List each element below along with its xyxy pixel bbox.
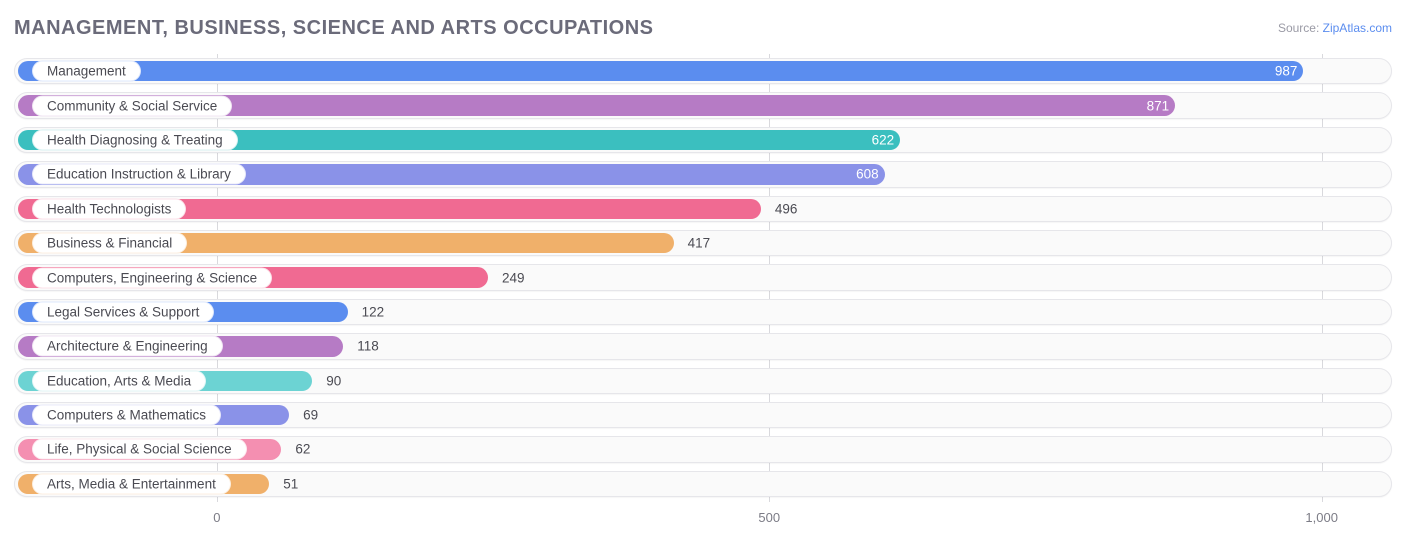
x-tick-label: 500 (758, 510, 780, 525)
bar-value: 51 (283, 476, 298, 491)
bar-label-badge: Education Instruction & Library (32, 164, 246, 185)
bar-row: Education Instruction & Library 608 (14, 157, 1392, 191)
bar-label-badge: Health Diagnosing & Treating (32, 129, 238, 150)
bars-region: Management 987 Community & Social Service 8… (14, 54, 1392, 502)
bar-value: 122 (362, 304, 385, 319)
plot-area: Management 987 Community & Social Service 8… (14, 54, 1392, 532)
bar-row: Computers, Engineering & Science 249 (14, 260, 1392, 294)
bar-value: 62 (295, 442, 310, 457)
bar-label-badge: Business & Financial (32, 233, 187, 254)
bar-row: Life, Physical & Social Science 62 (14, 432, 1392, 466)
chart-header: MANAGEMENT, BUSINESS, SCIENCE AND ARTS O… (14, 10, 1392, 46)
bar-fill (18, 61, 1303, 81)
bar-row: Community & Social Service 871 (14, 88, 1392, 122)
bar-label-badge: Computers & Mathematics (32, 405, 221, 426)
bar-label-badge: Health Technologists (32, 198, 186, 219)
bar-row: Health Technologists 496 (14, 192, 1392, 226)
bar-label-badge: Community & Social Service (32, 95, 232, 116)
bar-row: Computers & Mathematics 69 (14, 398, 1392, 432)
x-tick-label: 0 (213, 510, 220, 525)
bar-value: 608 (856, 167, 879, 182)
bar-row: Arts, Media & Entertainment 51 (14, 467, 1392, 501)
bar-value: 118 (357, 339, 379, 354)
bar-row: Architecture & Engineering 118 (14, 329, 1392, 363)
bar-label-badge: Architecture & Engineering (32, 336, 223, 357)
bar-row: Management 987 (14, 54, 1392, 88)
bar-label-badge: Life, Physical & Social Science (32, 439, 247, 460)
chart-title: MANAGEMENT, BUSINESS, SCIENCE AND ARTS O… (14, 17, 653, 40)
bar-value: 496 (775, 201, 798, 216)
bar-value: 90 (326, 373, 341, 388)
bar-label-badge: Arts, Media & Entertainment (32, 473, 231, 494)
bar-value: 871 (1147, 98, 1170, 113)
bar-label-badge: Management (32, 61, 141, 82)
bar-row: Health Diagnosing & Treating 622 (14, 123, 1392, 157)
bar-fill-color (18, 61, 1303, 81)
x-tick-label: 1,000 (1305, 510, 1338, 525)
bar-value: 249 (502, 270, 525, 285)
source-prefix: Source: (1278, 21, 1323, 35)
bar-label-badge: Computers, Engineering & Science (32, 267, 272, 288)
source-attribution: Source: ZipAtlas.com (1278, 21, 1392, 35)
bar-label-badge: Education, Arts & Media (32, 370, 206, 391)
bar-value: 987 (1275, 64, 1298, 79)
chart-container: MANAGEMENT, BUSINESS, SCIENCE AND ARTS O… (0, 0, 1406, 558)
bar-value: 622 (872, 132, 895, 147)
source-link[interactable]: ZipAtlas.com (1323, 21, 1392, 35)
bar-row: Education, Arts & Media 90 (14, 364, 1392, 398)
bar-row: Business & Financial 417 (14, 226, 1392, 260)
bar-value: 417 (688, 236, 711, 251)
bar-label-badge: Legal Services & Support (32, 301, 214, 322)
x-axis: 0 500 1,000 (14, 506, 1392, 532)
bar-value: 69 (303, 408, 318, 423)
bar-row: Legal Services & Support 122 (14, 295, 1392, 329)
